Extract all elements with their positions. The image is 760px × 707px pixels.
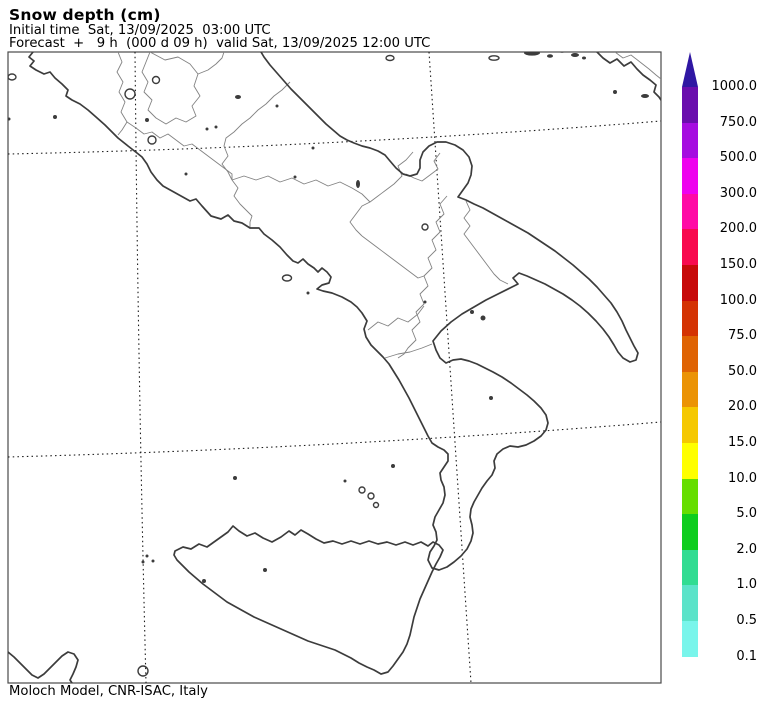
- map-frame: [7, 51, 662, 684]
- colorbar-segment: [682, 264, 698, 301]
- tiny-island-dots: [8, 52, 649, 583]
- colorbar-segment: [682, 158, 698, 194]
- colorbar-tick-label: 0.5: [736, 613, 757, 628]
- colorbar-overflow-arrow: [682, 52, 698, 87]
- colorbar-tick-label: 0.1: [736, 648, 757, 664]
- colorbar-segment: [682, 514, 698, 550]
- colorbar-tick-label: 1.0: [736, 577, 757, 593]
- island-aeolian: [372, 501, 380, 509]
- island-pantelleria: [137, 665, 149, 677]
- colorbar-segment: [682, 585, 698, 621]
- colorbar-segment: [682, 371, 698, 408]
- model-credit: Moloch Model, CNR-ISAC, Italy: [9, 684, 208, 699]
- colorbar-tick-label: 500.0: [719, 150, 757, 166]
- region-borders: [116, 52, 661, 359]
- colorbar-segment: [682, 193, 698, 230]
- colorbar-tick-label: 15.0: [728, 435, 757, 450]
- colorbar-tick-label: 75.0: [728, 328, 757, 344]
- island-vulcano: [367, 492, 375, 500]
- latitude-gridline: [8, 421, 661, 458]
- colorbar-tick-label: 2.0: [736, 541, 757, 557]
- colorbar-tick-label: 1000.0: [711, 79, 758, 94]
- lake-bolsena: [124, 88, 136, 100]
- lakes: [124, 75, 429, 231]
- colorbar-segment: [682, 229, 698, 265]
- colorbar-tick-label: 20.0: [728, 399, 757, 415]
- longitude-gridline: [134, 52, 147, 683]
- latlon-gridlines: [8, 52, 661, 683]
- island-dugi-otok: [488, 55, 500, 61]
- small-islands-outlined: [8, 54, 500, 677]
- coastlines: [8, 52, 661, 683]
- colorbar-tick-label: 10.0: [728, 470, 757, 486]
- colorbar-segment: [682, 87, 698, 123]
- lake-matese: [421, 223, 429, 231]
- colorbar-tick-label: 100.0: [719, 292, 757, 308]
- island-capri: [281, 274, 293, 282]
- colorbar-segment: [682, 407, 698, 443]
- lake-bracciano: [147, 135, 157, 145]
- forecast-valid-line: Forecast + 9 h (000 d 09 h) valid Sat, 1…: [9, 36, 431, 51]
- latitude-gridline: [8, 120, 661, 155]
- coastline-croatia: [596, 52, 661, 101]
- initial-time-line: Initial time Sat, 13/09/2025 03:00 UTC: [9, 23, 271, 38]
- colorbar-tick-labels: 1000.0 750.0 500.0 300.0 200.0 150.0 100.0 75.0…: [700, 0, 758, 707]
- islands-tremiti: [385, 54, 395, 62]
- colorbar-tick-label: 300.0: [719, 185, 757, 201]
- coastline-north-africa: [8, 651, 79, 683]
- colorbar-segment: [682, 122, 698, 159]
- colorbar-segment: [682, 442, 698, 479]
- colorbar-tick-label: 150.0: [719, 257, 757, 272]
- coastline-mainland-italy: [28, 52, 639, 571]
- longitude-gridline: [428, 52, 472, 683]
- snow-depth-colorbar: [682, 52, 698, 657]
- colorbar-tick-label: 5.0: [736, 506, 757, 522]
- colorbar-segment: [682, 620, 698, 657]
- colorbar-tick-label: 200.0: [719, 221, 757, 237]
- colorbar-segment: [682, 549, 698, 586]
- coastline-sicily: [173, 525, 444, 675]
- island-giglio: [8, 73, 17, 81]
- page-title: Snow depth (cm): [9, 6, 161, 24]
- colorbar-segment: [682, 336, 698, 372]
- colorbar-tick-label: 50.0: [728, 363, 757, 379]
- lake-trasimeno: [151, 75, 161, 85]
- island-lipari: [358, 486, 366, 494]
- colorbar-segment: [682, 300, 698, 337]
- colorbar-tick-label: 750.0: [719, 114, 757, 130]
- colorbar-segment: [682, 478, 698, 515]
